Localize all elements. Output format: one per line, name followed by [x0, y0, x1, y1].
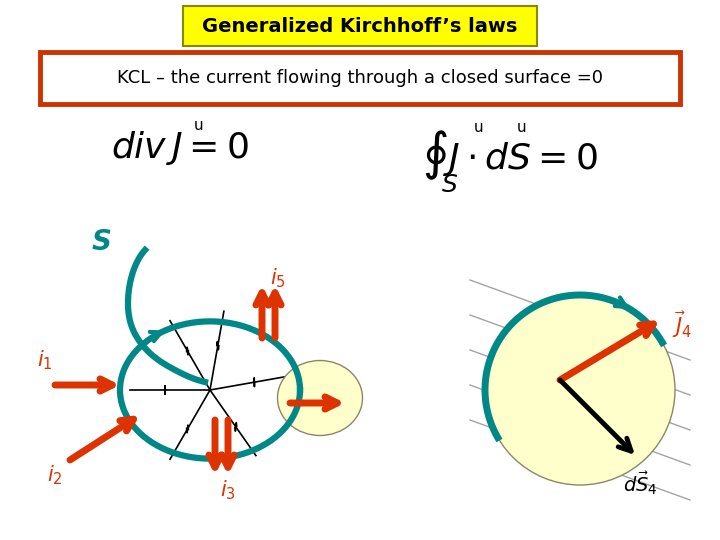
Text: $\mathsf{u}$: $\mathsf{u}$	[516, 120, 526, 136]
Text: $\mathsf{u}$: $\mathsf{u}$	[473, 120, 483, 136]
Text: $i_2$: $i_2$	[48, 463, 63, 487]
FancyBboxPatch shape	[40, 52, 680, 104]
Text: KCL – the current flowing through a closed surface =0: KCL – the current flowing through a clos…	[117, 69, 603, 87]
Text: $\mathsf{u}$: $\mathsf{u}$	[193, 118, 203, 132]
Ellipse shape	[277, 361, 362, 435]
Circle shape	[485, 295, 675, 485]
Text: $i_5$: $i_5$	[270, 266, 286, 290]
Text: $\mathit{div}\,J=0$: $\mathit{div}\,J=0$	[111, 129, 249, 167]
Text: S: S	[92, 228, 112, 256]
Text: $\oint J \cdot dS=0$: $\oint J \cdot dS=0$	[422, 129, 598, 182]
Text: $i_4$: $i_4$	[317, 364, 333, 388]
Text: $d\vec{S}_4$: $d\vec{S}_4$	[623, 469, 657, 497]
Text: Generalized Kirchhoff’s laws: Generalized Kirchhoff’s laws	[202, 17, 518, 36]
Text: $S$: $S$	[441, 173, 459, 197]
Text: $i_3$: $i_3$	[220, 478, 236, 502]
Text: $i_1$: $i_1$	[37, 348, 53, 372]
FancyBboxPatch shape	[183, 6, 537, 46]
Text: $\vec{J}_4$: $\vec{J}_4$	[672, 309, 692, 340]
